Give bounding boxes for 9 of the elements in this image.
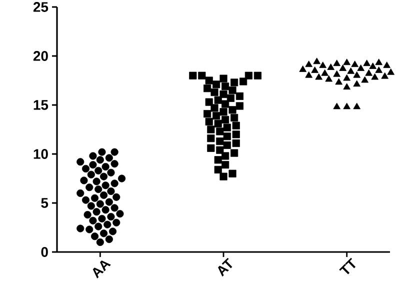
y-tick-label: 15 xyxy=(34,100,48,110)
x-tick-label: AA xyxy=(92,260,111,279)
y-tick-label: 10 xyxy=(34,149,48,159)
x-tick-label: AT xyxy=(218,258,232,277)
x-tick-label: TT xyxy=(339,258,356,274)
y-tick-label: 20 xyxy=(33,51,48,61)
y-tick-label: 0 xyxy=(41,247,48,257)
y-tick-label: 5 xyxy=(41,198,48,208)
y-tick-label: 25 xyxy=(33,2,48,12)
